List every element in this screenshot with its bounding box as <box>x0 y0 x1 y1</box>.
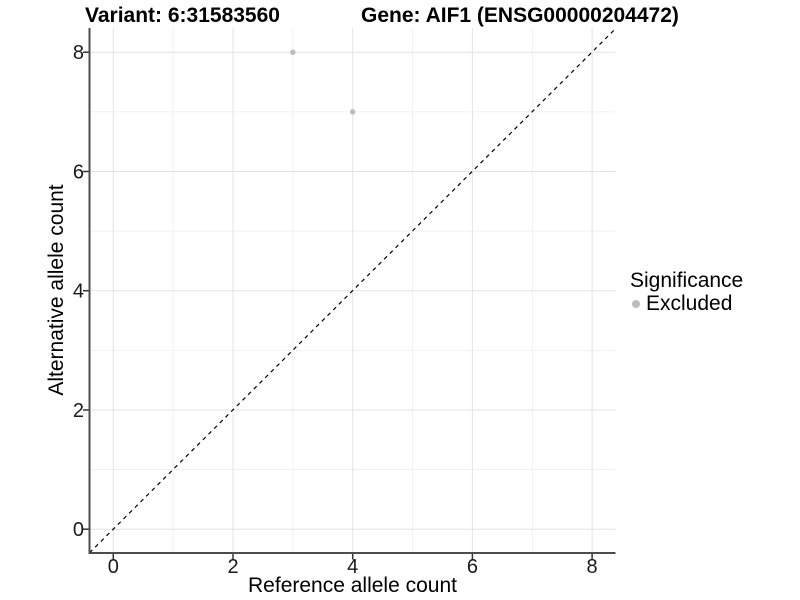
variant-title: Variant: 6:31583560 <box>85 4 280 27</box>
legend-label: Excluded <box>646 292 733 315</box>
data-point <box>290 49 296 56</box>
legend: Significance Excluded <box>630 270 743 314</box>
x-tick-label: 0 <box>108 556 119 578</box>
identity-line <box>89 27 617 554</box>
y-tick-label: 6 <box>73 161 84 183</box>
y-axis-title: Alternative allele count <box>45 184 68 396</box>
x-tick-label: 2 <box>227 556 238 578</box>
x-tick-label: 8 <box>587 556 598 578</box>
legend-title: Significance <box>630 269 744 292</box>
y-tick-label: 0 <box>73 519 84 541</box>
y-tick-label: 2 <box>73 400 84 422</box>
y-tick-label: 4 <box>73 281 84 303</box>
legend-item-excluded: Excluded <box>630 293 743 314</box>
x-tick-label: 6 <box>467 556 478 578</box>
y-tick-label: 8 <box>73 42 84 64</box>
excluded-point-icon <box>632 299 640 308</box>
data-point <box>349 109 356 115</box>
x-axis-title: Reference allele count <box>248 574 457 597</box>
x-tick-label: 4 <box>347 556 358 578</box>
gene-title: Gene: AIF1 (ENSG00000204472) <box>361 4 679 27</box>
